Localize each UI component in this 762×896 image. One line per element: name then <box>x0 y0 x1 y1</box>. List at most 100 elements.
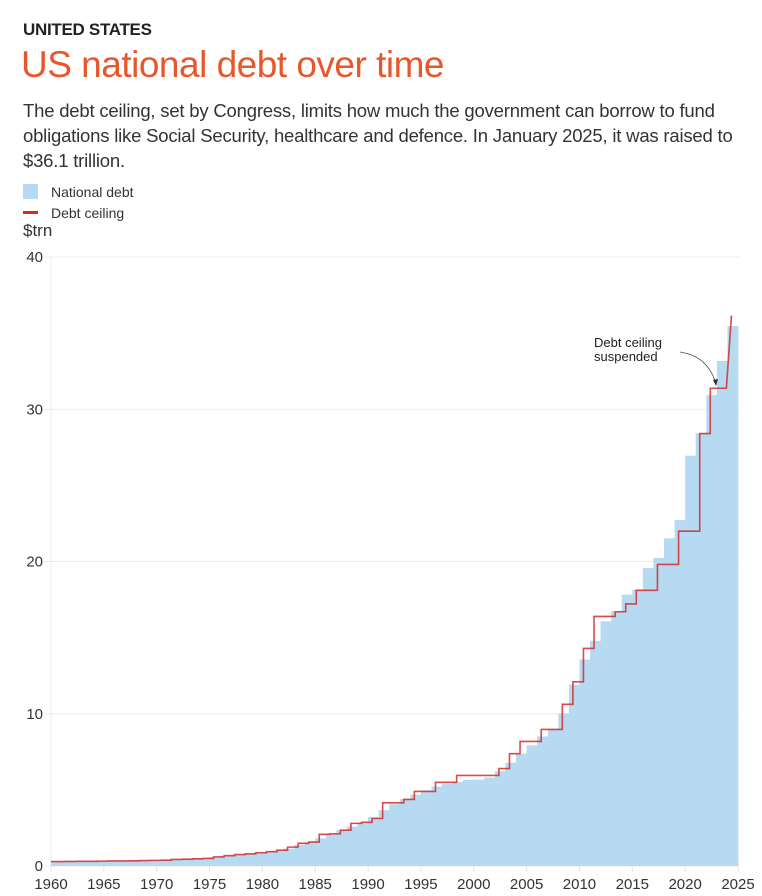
debt-bar <box>494 771 506 866</box>
chart-subtitle: The debt ceiling, set by Congress, limit… <box>23 100 733 171</box>
debt-bar <box>114 860 126 866</box>
chart-title: US national debt over time <box>21 44 445 85</box>
x-tick-label: 2010 <box>563 876 596 893</box>
debt-bar <box>325 833 337 866</box>
debt-bar <box>146 860 158 866</box>
x-tick-label: 2005 <box>510 876 543 893</box>
x-tick-label: 1960 <box>34 876 67 893</box>
x-tick-label: 2025 <box>721 876 754 893</box>
debt-bar <box>82 861 94 866</box>
legend-swatch-debt-ceiling <box>23 211 38 214</box>
debt-bar <box>135 860 147 866</box>
debt-bar <box>410 794 422 866</box>
debt-bar <box>600 621 612 866</box>
debt-bar <box>389 804 401 866</box>
debt-bar <box>124 860 136 866</box>
debt-bar <box>505 762 517 866</box>
debt-bar <box>516 753 528 866</box>
debt-bar <box>590 640 601 866</box>
debt-bar <box>484 777 496 866</box>
debt-bar <box>93 861 105 866</box>
debt-area-group <box>51 326 739 867</box>
debt-bar <box>51 861 62 866</box>
debt-bar <box>463 779 475 866</box>
legend-item-national-debt: National debt <box>23 181 134 202</box>
x-tick-label: 1980 <box>246 876 279 893</box>
debt-bar <box>526 745 538 866</box>
legend-item-debt-ceiling: Debt ceiling <box>23 202 134 223</box>
debt-bar <box>674 520 686 866</box>
x-tick-label: 1995 <box>404 876 437 893</box>
debt-bar <box>294 844 306 866</box>
debt-bar <box>368 816 380 866</box>
debt-bar <box>378 810 390 866</box>
debt-bar <box>357 822 369 866</box>
debt-bar <box>188 858 200 866</box>
debt-bar <box>632 589 644 866</box>
debt-bar <box>209 857 221 866</box>
debt-bar <box>198 858 210 866</box>
debt-bar <box>61 861 73 866</box>
kicker: UNITED STATES <box>23 20 152 39</box>
y-tick-label: 0 <box>35 858 43 875</box>
x-tick-label: 1965 <box>87 876 120 893</box>
x-tick-label: 2015 <box>616 876 649 893</box>
debt-bar <box>695 433 707 866</box>
y-tick-label: 30 <box>26 401 43 418</box>
debt-bar <box>72 861 84 866</box>
legend-label-national-debt: National debt <box>51 183 134 200</box>
annotation-arrowhead-icon <box>713 379 718 386</box>
debt-bar <box>420 790 432 866</box>
debt-bar <box>346 826 358 866</box>
debt-bar <box>399 798 411 866</box>
debt-bar <box>547 728 559 866</box>
legend-swatch-national-debt <box>23 184 38 199</box>
debt-bar <box>336 830 348 866</box>
y-axis-unit-label: $trn <box>23 221 53 240</box>
debt-bar <box>431 786 443 866</box>
debt-bar <box>220 856 232 866</box>
debt-bar <box>283 848 295 866</box>
x-tick-label: 2000 <box>457 876 490 893</box>
debt-ceiling-line <box>51 315 733 863</box>
debt-bar <box>558 713 570 866</box>
debt-bar <box>156 860 168 866</box>
debt-bar <box>262 852 274 866</box>
x-tick-label: 2020 <box>668 876 701 893</box>
debt-bar <box>727 326 739 867</box>
debt-bar <box>611 611 623 866</box>
y-tick-label: 20 <box>26 554 43 571</box>
ceiling-line-group <box>51 315 733 863</box>
debt-bar <box>452 781 464 866</box>
debt-bar <box>642 568 654 866</box>
x-tick-label: 1990 <box>351 876 384 893</box>
debt-bar <box>664 538 675 866</box>
annotation-arrow <box>679 351 717 385</box>
debt-bar <box>315 838 327 866</box>
debt-bar <box>716 360 728 866</box>
debt-bar <box>621 594 633 866</box>
debt-bar <box>103 861 115 866</box>
debt-bar <box>706 395 718 866</box>
debt-bar <box>304 842 316 866</box>
legend-label-debt-ceiling: Debt ceiling <box>51 204 125 221</box>
debt-bar <box>473 779 485 866</box>
debt-bar <box>230 855 242 866</box>
debt-bar <box>579 659 591 866</box>
x-tick-label: 1970 <box>140 876 173 893</box>
debt-bar <box>442 783 454 866</box>
axes: 0 10 20 30 40 1960 1965 1970 1975 1980 1985 1990 199… <box>26 249 754 893</box>
debt-bar <box>685 455 697 866</box>
x-tick-label: 1985 <box>299 876 332 893</box>
y-tick-label: 40 <box>26 249 43 266</box>
debt-bar <box>241 854 253 866</box>
annotation-text: Debt ceiling <box>594 335 662 350</box>
debt-bar <box>537 736 549 866</box>
debt-bar <box>167 859 179 866</box>
y-tick-label: 10 <box>26 706 43 723</box>
debt-bar <box>177 859 189 866</box>
debt-bar <box>653 557 665 866</box>
debt-bar <box>568 684 580 866</box>
